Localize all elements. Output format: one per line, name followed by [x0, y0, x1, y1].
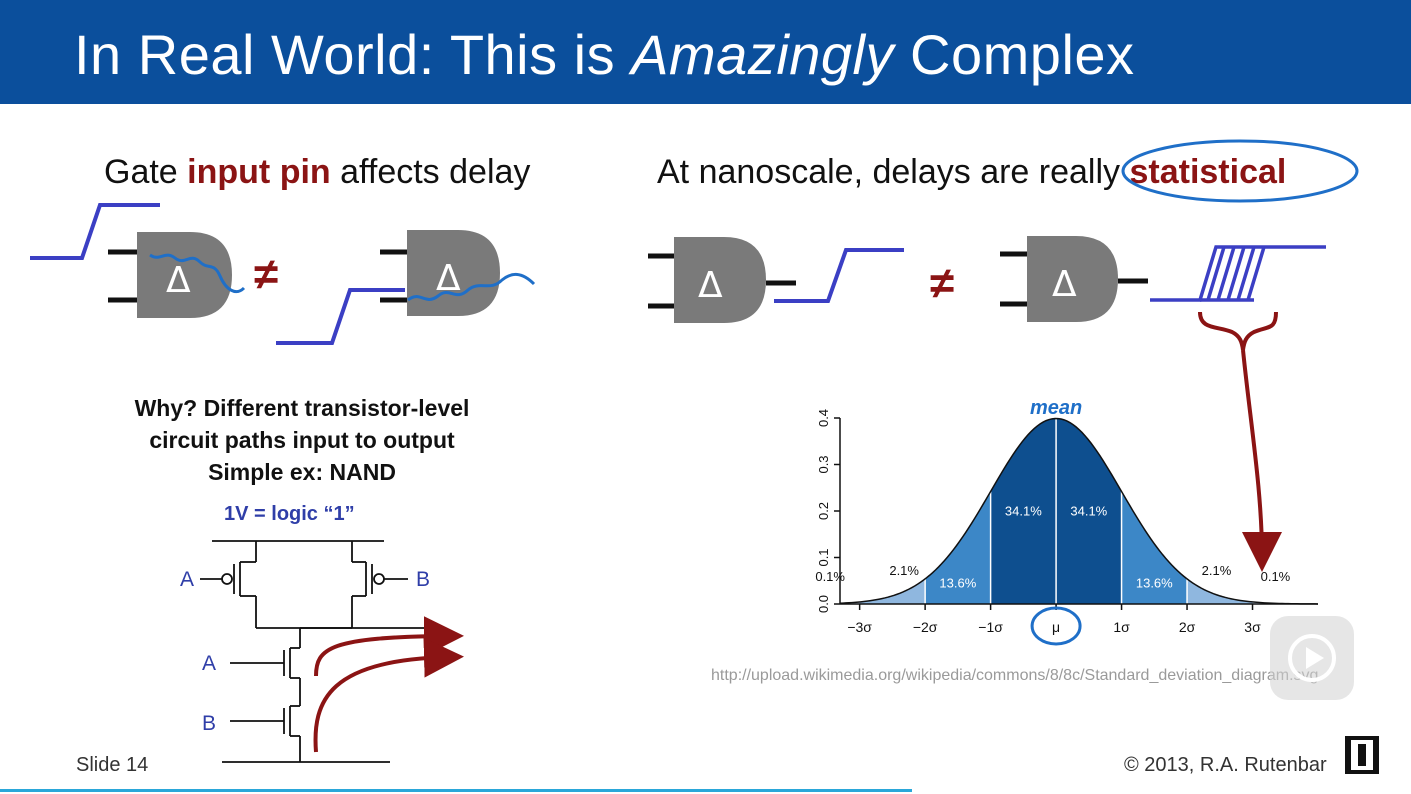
- output-waveform-3: [774, 248, 904, 303]
- statistical-waveform: [1150, 245, 1326, 302]
- not-equal-right: ≠: [930, 259, 954, 308]
- logic-label: 1V = logic “1”: [224, 503, 355, 525]
- nand-gate-1: Δ: [108, 232, 246, 318]
- nand-delay-paths: [313, 616, 464, 753]
- region-label: 0.1%: [815, 569, 845, 584]
- pin-b-label-bottom: B: [202, 712, 217, 735]
- right-heading: At nanoscale, delays are really statisti…: [657, 153, 1287, 191]
- region-label: 2.1%: [889, 563, 919, 578]
- y-tick-label: 0.3: [816, 455, 831, 473]
- x-tick-label: 3σ: [1244, 619, 1261, 635]
- nand-gate-4: Δ: [1000, 236, 1148, 322]
- why-explanation: Why? Different transistor-level circuit …: [134, 395, 470, 485]
- copyright: © 2013, R.A. Rutenbar: [1124, 754, 1327, 776]
- source-url[interactable]: http://upload.wikimedia.org/wikipedia/co…: [711, 667, 1319, 684]
- nand-schematic: [200, 540, 446, 763]
- delta-symbol-3: Δ: [698, 265, 723, 306]
- region-label: 13.6%: [1136, 576, 1173, 591]
- x-tick-label: 2σ: [1179, 619, 1196, 635]
- progress-line: [0, 789, 912, 792]
- x-tick-label: −3σ: [847, 619, 872, 635]
- region-label: 2.1%: [1202, 563, 1232, 578]
- step-input-waveform-2: [276, 288, 405, 345]
- pin-a-label-top: A: [180, 568, 195, 591]
- slide-title: In Real World: This is Amazingly Complex: [74, 23, 1135, 86]
- region-label: 34.1%: [1005, 504, 1042, 519]
- nand-gate-2: Δ: [380, 230, 536, 316]
- university-logo: [1345, 736, 1379, 774]
- x-tick-label: −1σ: [978, 619, 1003, 635]
- mean-annotation: mean: [1030, 397, 1082, 419]
- red-brace-arrow: [1198, 311, 1282, 572]
- step-input-waveform-1: [30, 203, 160, 260]
- y-tick-label: 0.1: [816, 548, 831, 566]
- y-tick-label: 0.0: [816, 595, 831, 613]
- normal-distribution-chart: 0.0 0.1 0.2 0.3 0.4 −3σ −2σ −1σ μ 1σ 2σ 3σ 0.1% 2.1% 1…: [815, 397, 1319, 646]
- band-minus3-minus2: [859, 578, 926, 604]
- x-tick-label: μ: [1052, 619, 1060, 635]
- nand-gate-3: Δ: [648, 237, 904, 323]
- pin-a-label-bottom: A: [202, 652, 217, 675]
- play-icon: [1288, 634, 1336, 682]
- delta-symbol-1: Δ: [166, 260, 191, 301]
- density-curve: [839, 417, 1319, 605]
- delta-symbol-4: Δ: [1052, 264, 1077, 305]
- region-label: 13.6%: [939, 576, 976, 591]
- x-tick-label: −2σ: [913, 619, 938, 635]
- region-label: 34.1%: [1070, 504, 1107, 519]
- statistical-circle-annotation: [1121, 139, 1359, 203]
- x-tick-label: 1σ: [1113, 619, 1130, 635]
- region-label: 0.1%: [1261, 569, 1291, 584]
- y-tick-label: 0.4: [816, 409, 831, 427]
- slide-number: Slide 14: [76, 754, 149, 776]
- left-heading: Gate input pin affects delay: [104, 153, 531, 191]
- y-tick-label: 0.2: [816, 502, 831, 520]
- not-equal-left: ≠: [254, 250, 278, 299]
- video-play-overlay[interactable]: [1270, 616, 1354, 700]
- band-plus2-plus3: [1187, 578, 1253, 604]
- mu-circle-annotation: [1030, 606, 1082, 646]
- title-bar: [0, 0, 1411, 104]
- pin-b-label-top: B: [416, 568, 431, 591]
